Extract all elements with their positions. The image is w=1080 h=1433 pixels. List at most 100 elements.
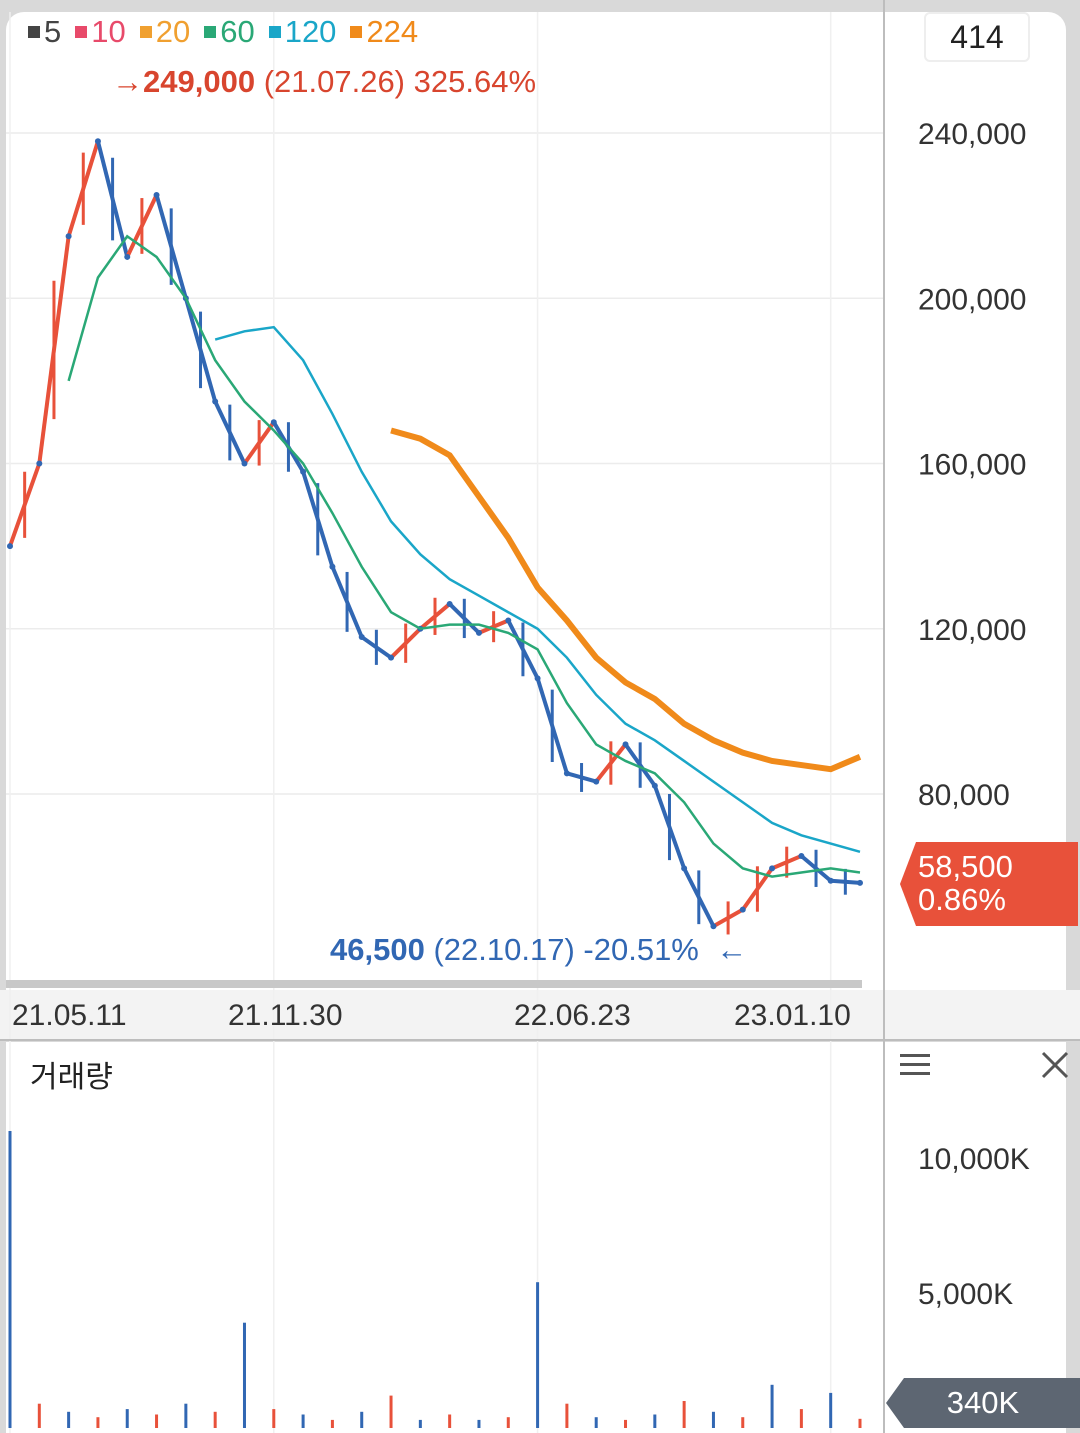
price-point xyxy=(593,778,600,785)
legend-item-ma120[interactable]: 120 xyxy=(268,14,337,50)
y-tick-label: 120,000 xyxy=(918,614,1026,647)
price-point xyxy=(270,419,277,426)
price-point xyxy=(827,877,834,884)
legend-swatch xyxy=(139,26,152,38)
y-tick-label: 240,000 xyxy=(918,118,1026,151)
volume-bar xyxy=(330,1419,334,1428)
volume-bar xyxy=(37,1403,41,1428)
current-change: 0.86% xyxy=(918,882,1006,917)
volume-bar xyxy=(389,1395,393,1428)
price-point xyxy=(505,617,512,624)
close-icon[interactable] xyxy=(1040,1050,1070,1080)
legend-label: 224 xyxy=(366,14,419,49)
price-point xyxy=(94,138,101,145)
volume-bar xyxy=(682,1401,686,1428)
low-pct: -20.51% xyxy=(583,932,699,967)
price-point xyxy=(153,191,160,198)
volume-bar xyxy=(858,1418,862,1428)
volume-bar xyxy=(418,1419,422,1428)
legend-swatch xyxy=(75,26,88,38)
price-point xyxy=(739,906,746,913)
volume-y-axis-ticks: 10,000K 5,000K xyxy=(918,1143,1030,1311)
volume-bar xyxy=(565,1403,569,1428)
high-pct: 325.64% xyxy=(413,64,537,99)
volume-bar xyxy=(506,1417,510,1428)
legend-item-ma224[interactable]: 224 xyxy=(350,14,418,50)
legend-item-ma5[interactable]: 5 xyxy=(28,14,61,50)
high-price: 249,000 xyxy=(143,64,256,99)
arrow-left-icon: ← xyxy=(716,932,748,967)
volume-bar xyxy=(536,1282,540,1428)
volume-bar xyxy=(125,1409,129,1428)
legend-item-ma60[interactable]: 60 xyxy=(204,14,255,50)
ma-line-120 xyxy=(214,325,861,854)
price-point xyxy=(388,654,395,661)
legend-swatch xyxy=(204,26,217,38)
current-price-tag: 58,500 0.86% xyxy=(900,842,1078,926)
price-point xyxy=(300,468,307,475)
x-tick-label: 21.05.11 xyxy=(12,999,127,1032)
price-chart-panel xyxy=(6,12,1066,992)
y-tick-label: 200,000 xyxy=(918,283,1026,316)
volume-chart-panel xyxy=(6,1042,1066,1433)
volume-bars xyxy=(8,1131,862,1428)
legend-label: 120 xyxy=(284,14,337,49)
legend-swatch xyxy=(268,26,281,38)
menu-icon[interactable] xyxy=(900,1052,930,1078)
volume-bar xyxy=(799,1409,803,1428)
price-point xyxy=(124,253,131,260)
price-point xyxy=(563,770,570,777)
price-point xyxy=(241,460,248,467)
volume-bar xyxy=(155,1414,159,1428)
x-tick-label: 21.11.30 xyxy=(228,999,343,1032)
moving-average-lines xyxy=(67,234,862,878)
price-point xyxy=(681,865,688,872)
legend-swatch xyxy=(350,26,363,38)
price-point xyxy=(329,563,336,570)
price-point xyxy=(798,852,805,859)
y-tick-label: 80,000 xyxy=(918,779,1010,812)
volume-bar xyxy=(711,1411,715,1428)
legend-label: 10 xyxy=(91,14,126,49)
price-point xyxy=(475,629,482,636)
ma-legend[interactable]: 5 10 20 60 120 224 xyxy=(28,14,418,50)
volume-bar xyxy=(213,1411,217,1428)
volume-bar xyxy=(272,1409,276,1428)
volume-bar xyxy=(594,1417,598,1428)
volume-y-tick-label: 10,000K xyxy=(918,1143,1030,1176)
volume-bar xyxy=(624,1419,628,1428)
volume-bar xyxy=(96,1417,100,1428)
price-point xyxy=(710,923,717,930)
low-price: 46,500 xyxy=(330,932,425,967)
x-axis-strip xyxy=(0,990,1080,1040)
volume-bar xyxy=(770,1384,774,1428)
legend-label: 20 xyxy=(155,14,191,49)
scrollbar xyxy=(6,980,862,988)
price-point xyxy=(36,460,43,467)
legend-label: 5 xyxy=(44,14,62,49)
y-tick-label: 160,000 xyxy=(918,449,1026,482)
current-price: 58,500 xyxy=(918,849,1013,884)
price-point xyxy=(622,741,629,748)
x-axis-ticks: 21.05.11 21.11.30 22.06.23 23.01.10 xyxy=(12,999,851,1032)
x-tick-label: 23.01.10 xyxy=(734,999,851,1032)
volume-bar xyxy=(360,1411,364,1428)
legend-swatch xyxy=(28,26,40,38)
legend-label: 60 xyxy=(220,14,255,49)
price-point xyxy=(7,543,13,550)
legend-item-ma20[interactable]: 20 xyxy=(139,14,191,50)
volume-bar xyxy=(8,1131,12,1428)
volume-bar xyxy=(184,1403,188,1428)
volume-bar xyxy=(301,1414,305,1428)
price-point xyxy=(65,233,72,240)
volume-title: 거래량 xyxy=(30,1061,113,1094)
legend-item-ma10[interactable]: 10 xyxy=(75,14,126,50)
low-date: (22.10.17) xyxy=(433,932,575,967)
price-point xyxy=(769,865,776,872)
high-date: (21.07.26) xyxy=(263,64,406,99)
volume-y-tick-label: 5,000K xyxy=(918,1278,1013,1311)
volume-bar xyxy=(67,1411,71,1428)
current-volume-tag: 340K xyxy=(886,1378,1080,1428)
